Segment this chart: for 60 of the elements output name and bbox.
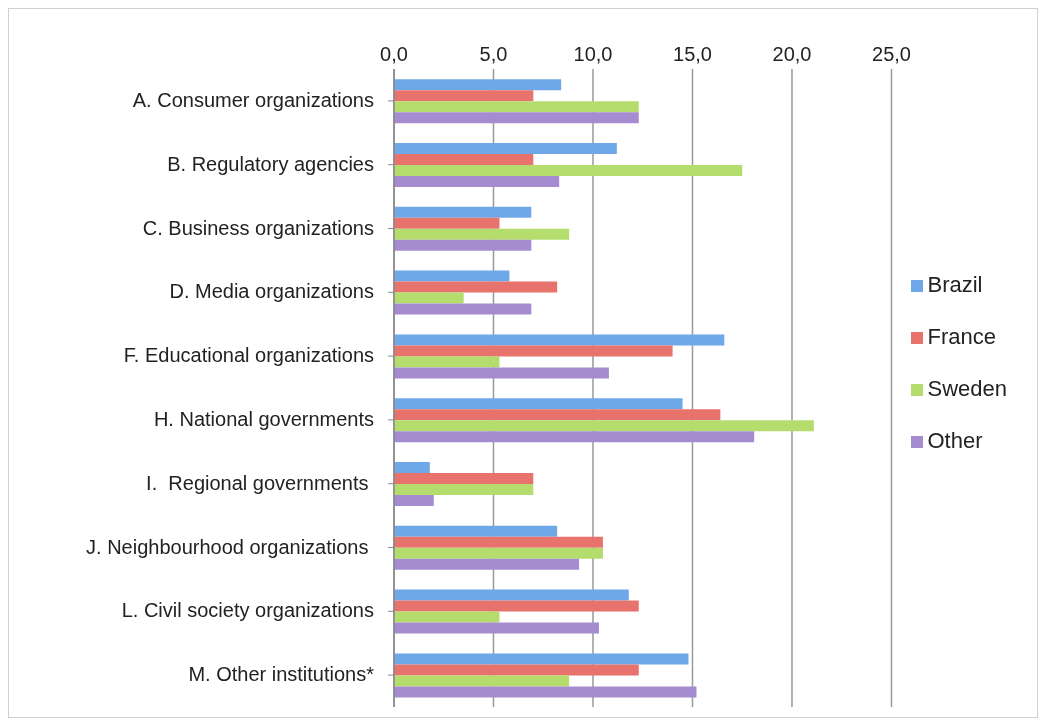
bar: [394, 611, 500, 623]
x-tick-label: 20,0: [772, 43, 812, 65]
bar: [394, 420, 814, 432]
bar: [394, 431, 755, 443]
bar: [394, 600, 639, 612]
bar: [394, 143, 617, 155]
legend-label: Other: [927, 428, 983, 453]
bar: [394, 473, 534, 485]
bar: [394, 334, 725, 346]
bar: [394, 558, 580, 570]
bar: [394, 484, 534, 496]
x-tick-label: 0,0: [380, 43, 408, 65]
bar: [394, 356, 500, 368]
bar: [394, 589, 629, 601]
bar: [394, 270, 510, 282]
bar: [394, 495, 434, 507]
y-tick-label: H. National governments: [153, 407, 374, 430]
bar: [394, 228, 570, 240]
bar: [394, 165, 743, 177]
bar: [394, 101, 639, 113]
bar: [394, 303, 532, 315]
bar: [394, 217, 500, 229]
bar: [394, 292, 464, 304]
legend-label: Sweden: [927, 376, 1007, 401]
y-tick-label: C. Business organizations: [142, 216, 374, 239]
bar: [394, 176, 560, 188]
y-tick-label: B. Regulatory agencies: [167, 152, 374, 175]
bar: [394, 409, 721, 421]
bar: [394, 79, 562, 91]
bar: [394, 239, 532, 251]
legend-label: Brazil: [927, 272, 983, 297]
bar: [394, 206, 532, 218]
y-tick-label: M. Other institutions*: [188, 663, 375, 686]
bar: [394, 664, 639, 676]
y-tick-label: A. Consumer organizations: [132, 88, 374, 111]
bar: [394, 398, 683, 410]
y-tick-label: F. Educational organizations: [123, 344, 374, 367]
bar: [394, 345, 673, 357]
bar: [394, 686, 697, 698]
bar: [394, 154, 534, 166]
bar: [394, 536, 603, 548]
y-tick-label: I. Regional governments: [146, 471, 374, 494]
bar: [394, 525, 558, 537]
bar: [394, 622, 599, 634]
x-tick-label: 10,0: [573, 43, 613, 65]
legend-label: France: [927, 324, 996, 349]
bar: [394, 367, 609, 379]
bar: [394, 90, 534, 102]
bar: [394, 112, 639, 124]
bar: [394, 653, 689, 665]
bar: [394, 281, 558, 293]
x-tick-label: 5,0: [479, 43, 508, 65]
x-tick-label: 15,0: [673, 43, 712, 65]
y-tick-label: J. Neighbourhood organizations: [86, 535, 374, 558]
bar: [394, 675, 570, 687]
y-tick-label: D. Media organizations: [169, 280, 374, 303]
y-tick-label: L. Civil society organizations: [121, 599, 374, 622]
x-tick-label: 25,0: [872, 43, 911, 65]
bar: [394, 547, 603, 559]
bar: [394, 462, 430, 474]
